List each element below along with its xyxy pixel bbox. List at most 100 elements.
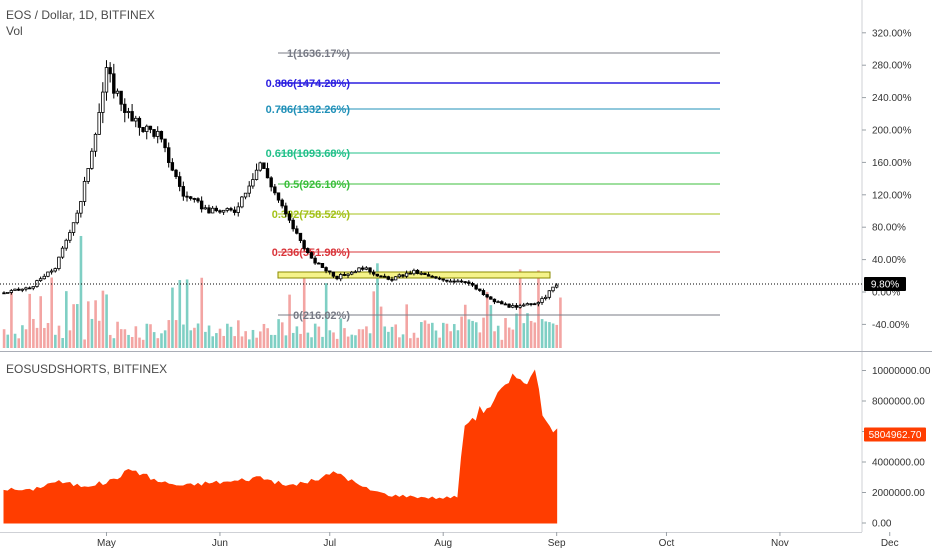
volume-bar	[130, 336, 134, 348]
volume-bar	[21, 325, 24, 348]
volume-bar	[317, 326, 321, 348]
candle-body	[467, 281, 471, 284]
pane-divider[interactable]	[0, 351, 932, 352]
shorts-value-badge[interactable]	[864, 427, 926, 442]
candle-body	[82, 181, 87, 202]
indicator-title[interactable]: EOSUSDSHORTS, BITFINEX	[6, 362, 168, 376]
volume-bar	[112, 338, 116, 348]
volume-bar	[306, 332, 310, 348]
candle-body	[123, 103, 127, 113]
candle-body	[533, 303, 537, 306]
candle-body	[188, 196, 193, 199]
volume-bar	[339, 318, 343, 348]
candle-body	[251, 179, 255, 187]
candle-body	[426, 274, 431, 277]
price-chart[interactable]: 320.00% 280.00% 240.00% 200.00% 160.00% 120.0…	[0, 0, 932, 351]
candle-body	[280, 199, 284, 207]
candle-body	[313, 257, 317, 264]
volume-bar	[482, 317, 485, 348]
fib-level-label: 0.786(1332.26%)	[266, 104, 351, 116]
volume-bar	[86, 301, 90, 348]
candle-body	[57, 256, 61, 270]
candle-body	[364, 267, 369, 270]
candle-body	[75, 212, 79, 224]
volume-bar	[233, 336, 236, 348]
volume-bar	[515, 313, 518, 348]
volume-bar	[354, 335, 357, 348]
volume-bar	[291, 332, 295, 348]
volume-bar	[156, 338, 160, 348]
symbol-title[interactable]: EOS / Dollar, 1D, BITFINEX	[6, 8, 155, 22]
candle-body	[145, 125, 149, 132]
volume-bar	[456, 330, 460, 348]
shorts-pane[interactable]: 10000000.008000000.006000000.004000000.0…	[0, 352, 932, 532]
time-tick-label: Nov	[771, 538, 789, 549]
volume-bar	[548, 322, 551, 348]
candle-body	[382, 275, 387, 278]
volume-bar	[248, 339, 251, 348]
price-tick-label: 200.00%	[872, 126, 912, 137]
candle-body	[90, 150, 94, 169]
volume-bar	[485, 291, 489, 348]
candle-body	[368, 267, 372, 273]
candle-body	[185, 195, 189, 198]
volume-bar	[313, 323, 317, 348]
candle-body	[60, 247, 65, 258]
volume-bar	[409, 338, 412, 348]
volume-bar	[226, 323, 229, 348]
volume-bar	[555, 324, 559, 348]
candle-body	[371, 271, 376, 275]
volume-bar	[504, 318, 507, 348]
volume-bar	[500, 339, 504, 348]
candle-body	[243, 192, 248, 198]
volume-bar	[97, 320, 101, 348]
candle-body	[166, 147, 171, 163]
volume-bar	[273, 334, 277, 348]
current-price-badge[interactable]	[864, 277, 906, 292]
shorts-tick-label: 10000000.00	[872, 366, 931, 377]
volume-bar	[193, 327, 196, 348]
candle-body	[126, 111, 131, 113]
candle-body	[38, 278, 43, 282]
time-axis[interactable]: May Jun Jul Aug Sep Oct Nov Dec	[0, 532, 932, 550]
volume-bar	[6, 334, 10, 348]
candle-body	[518, 305, 522, 308]
candle-body	[284, 205, 288, 215]
volume-bar	[39, 296, 42, 348]
volume-bar	[346, 336, 350, 348]
candle-body	[240, 196, 244, 208]
candle-body	[218, 210, 222, 213]
volume-bar	[368, 333, 372, 348]
volume-bar	[178, 280, 182, 348]
volume-bar	[244, 331, 247, 348]
volume-bar	[141, 339, 145, 348]
candle-body	[434, 276, 438, 279]
candle-body	[393, 276, 398, 281]
price-pane[interactable]: 320.00% 280.00% 240.00% 200.00% 160.00% 120.0…	[0, 0, 932, 351]
candle-body	[192, 198, 197, 200]
candle-body	[353, 271, 358, 274]
volume-legend[interactable]: Vol	[6, 24, 23, 38]
shorts-value-label: 5804962.70	[869, 430, 922, 441]
shorts-chart[interactable]: 10000000.008000000.006000000.004000000.0…	[0, 352, 932, 532]
candle-body	[419, 272, 423, 275]
candle-body	[31, 286, 35, 289]
candle-body	[507, 303, 511, 308]
candle-body	[306, 248, 310, 254]
candle-body	[232, 209, 237, 213]
volume-bar	[255, 337, 258, 348]
volume-bar	[174, 320, 178, 348]
volume-bar	[332, 332, 335, 348]
volume-bar	[50, 277, 53, 348]
volume-bar	[101, 290, 105, 348]
volume-bar	[350, 334, 354, 348]
volume-bar	[295, 326, 299, 348]
volume-bar	[507, 327, 511, 348]
candle-body	[64, 239, 68, 249]
candle-body	[302, 240, 306, 249]
volume-bar	[46, 322, 50, 348]
time-tick-label: Sep	[548, 538, 566, 549]
volume-bar	[251, 329, 255, 348]
volume-bar	[229, 326, 233, 348]
candle-body	[540, 298, 544, 303]
